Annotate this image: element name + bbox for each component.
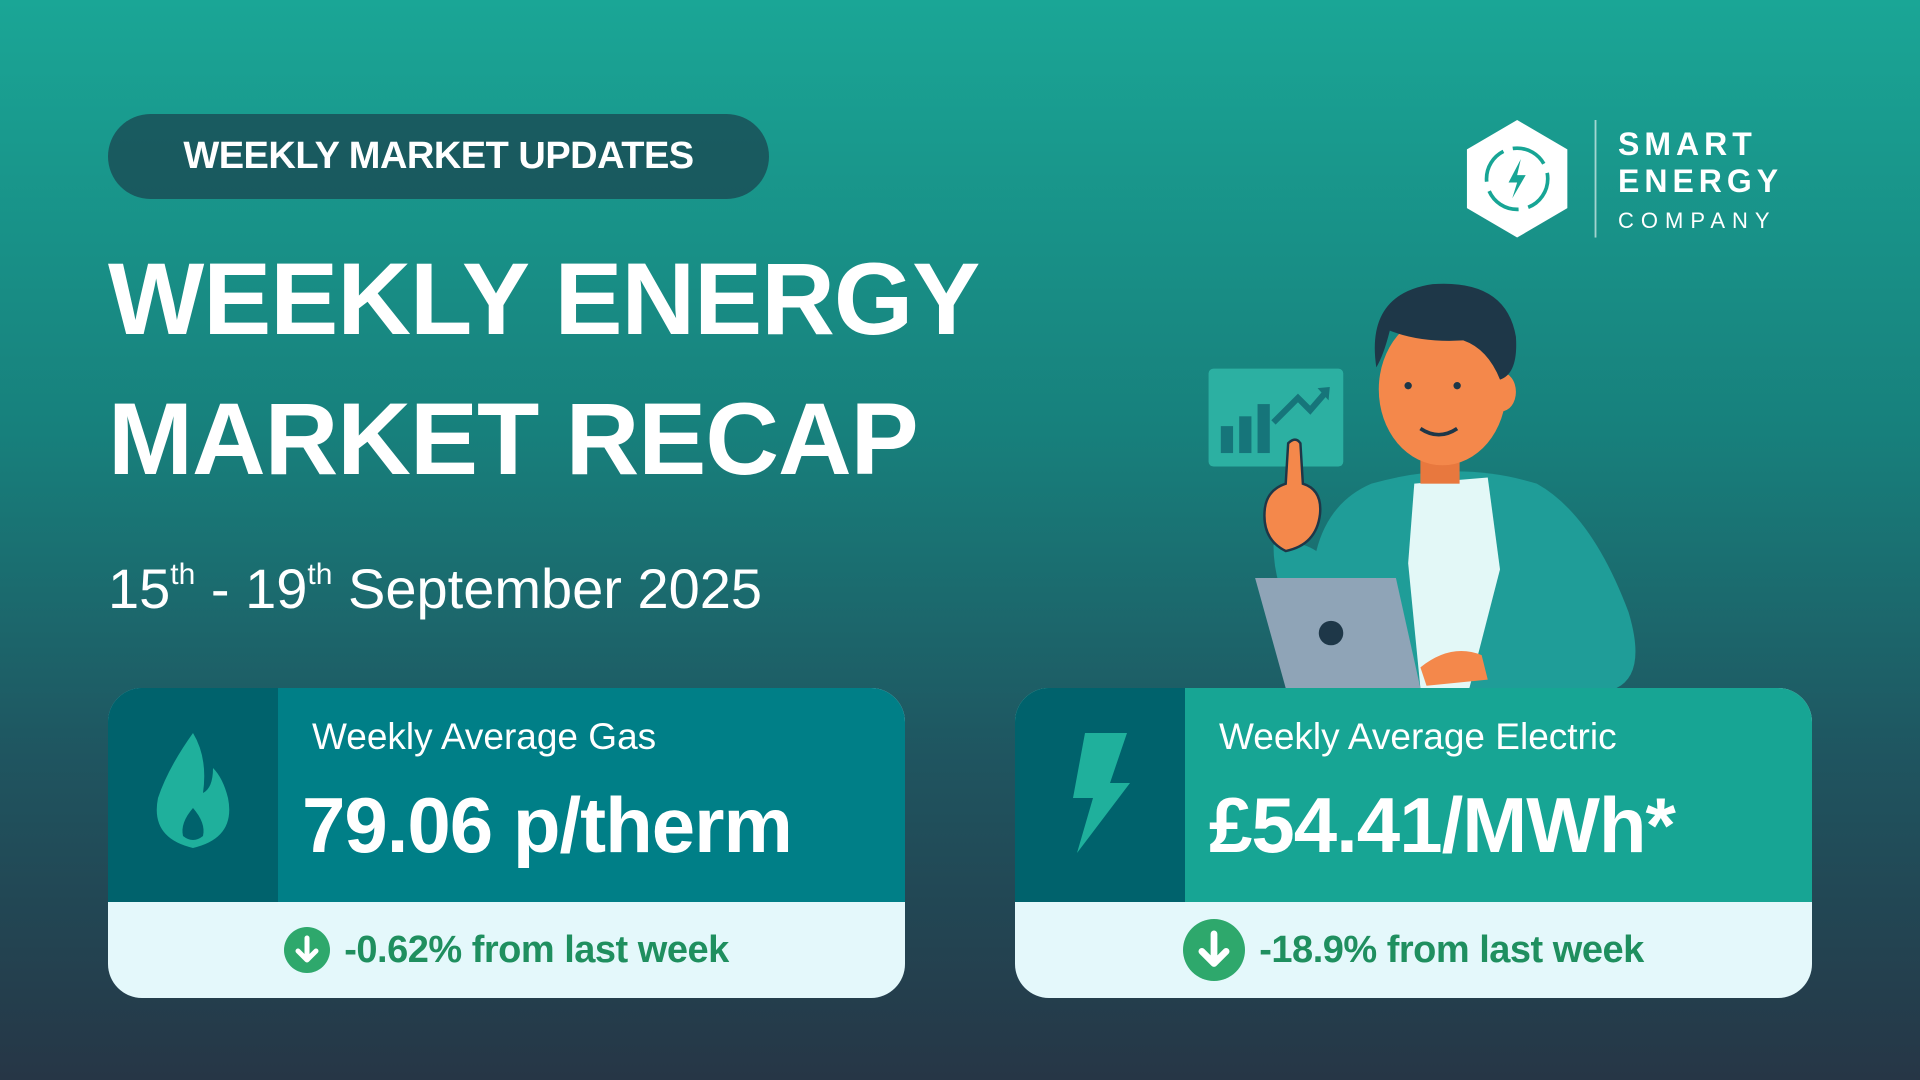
date-month-year: September 2025	[348, 557, 763, 620]
down-arrow-icon	[1183, 919, 1246, 981]
hand	[1263, 438, 1322, 553]
shirt	[1408, 477, 1500, 689]
mouth	[1419, 427, 1459, 437]
chart-icon-bar	[1220, 426, 1234, 454]
flame-icon	[156, 733, 230, 848]
typing-hand	[1420, 651, 1488, 686]
chart-icon-arrowhead	[1317, 386, 1330, 401]
card-icon-panel	[1015, 688, 1185, 902]
date-start-day: 15	[108, 557, 171, 620]
logo-text: SMART	[1618, 126, 1757, 162]
title-line: MARKET RECAP	[108, 382, 919, 496]
card-value: £54.41/MWh*	[1209, 781, 1676, 869]
chart-icon-arrow	[1271, 389, 1329, 425]
chart-icon-bar	[1239, 416, 1252, 454]
eye	[1404, 382, 1412, 390]
laptop-logo	[1318, 620, 1344, 646]
down-arrow-icon	[284, 927, 331, 973]
logo-bolt	[1508, 159, 1526, 199]
electric-card: Weekly Average Electric £54.41/MWh* -18.…	[1015, 688, 1812, 998]
card-bottom: -18.9% from last week	[1015, 902, 1812, 998]
gas-card: Weekly Average Gas 79.06 p/therm -0.62% …	[108, 688, 905, 998]
date-suffix: th	[307, 558, 333, 591]
card-label: Weekly Average Electric	[1219, 716, 1617, 757]
date-suffix: th	[170, 558, 196, 591]
card-icon-panel	[108, 688, 278, 902]
title-line: WEEKLY ENERGY	[108, 242, 980, 356]
logo-ring	[1484, 146, 1550, 212]
hair	[1374, 283, 1517, 380]
face	[1378, 313, 1507, 466]
bolt-icon	[1073, 733, 1130, 853]
card-value: 79.06 p/therm	[302, 781, 793, 869]
date-separator: -	[210, 557, 230, 620]
logo-text: COMPANY	[1618, 208, 1777, 233]
card-change: -18.9% from last week	[1259, 928, 1644, 971]
ear	[1486, 372, 1516, 412]
date: 15th - 19th September 2025	[108, 556, 762, 621]
logo-text: ENERGY	[1618, 163, 1784, 199]
date-end-day: 19	[245, 557, 308, 620]
badge: WEEKLY MARKET UPDATES	[108, 114, 769, 199]
card-change: -0.62% from last week	[344, 928, 729, 971]
chart-icon-bar	[1257, 404, 1270, 454]
card-bottom: -0.62% from last week	[108, 902, 905, 998]
eye	[1453, 382, 1461, 390]
card-label: Weekly Average Gas	[312, 716, 657, 757]
